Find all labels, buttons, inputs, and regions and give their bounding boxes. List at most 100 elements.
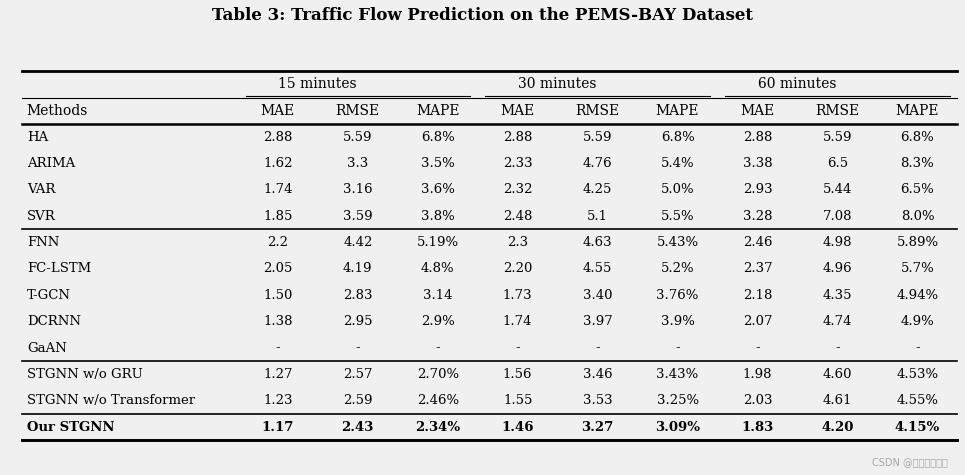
Text: 5.1: 5.1	[587, 210, 608, 223]
Text: STGNN w/o Transformer: STGNN w/o Transformer	[27, 394, 195, 407]
Text: 2.43: 2.43	[342, 420, 374, 434]
Text: RMSE: RMSE	[575, 104, 620, 118]
Text: -: -	[915, 342, 920, 354]
Text: 1.55: 1.55	[503, 394, 533, 407]
Text: -: -	[355, 342, 360, 354]
Text: 3.25%: 3.25%	[656, 394, 699, 407]
Text: FNN: FNN	[27, 236, 59, 249]
Text: 4.42: 4.42	[344, 236, 372, 249]
Text: 3.6%: 3.6%	[421, 183, 455, 196]
Text: T-GCN: T-GCN	[27, 289, 70, 302]
Text: 2.88: 2.88	[263, 131, 292, 144]
Text: 2.46%: 2.46%	[417, 394, 458, 407]
Text: 2.46: 2.46	[743, 236, 772, 249]
Text: 30 minutes: 30 minutes	[518, 77, 597, 92]
Text: 2.59: 2.59	[343, 394, 372, 407]
Text: 2.95: 2.95	[343, 315, 372, 328]
Text: 2.18: 2.18	[743, 289, 772, 302]
Text: 2.05: 2.05	[263, 263, 292, 275]
Text: 1.74: 1.74	[263, 183, 292, 196]
Text: 4.19: 4.19	[343, 263, 372, 275]
Text: 3.8%: 3.8%	[421, 210, 455, 223]
Text: 3.46: 3.46	[583, 368, 613, 381]
Text: 3.43%: 3.43%	[656, 368, 699, 381]
Text: HA: HA	[27, 131, 48, 144]
Text: 4.55: 4.55	[583, 263, 613, 275]
Text: 6.5%: 6.5%	[900, 183, 934, 196]
Text: 2.3: 2.3	[508, 236, 528, 249]
Text: 2.57: 2.57	[343, 368, 372, 381]
Text: 2.07: 2.07	[743, 315, 772, 328]
Text: 4.76: 4.76	[583, 157, 613, 170]
Text: -: -	[595, 342, 600, 354]
Text: 5.89%: 5.89%	[896, 236, 939, 249]
Text: 1.73: 1.73	[503, 289, 533, 302]
Text: 3.40: 3.40	[583, 289, 613, 302]
Text: 1.17: 1.17	[262, 420, 294, 434]
Text: 2.37: 2.37	[743, 263, 772, 275]
Text: 3.59: 3.59	[343, 210, 372, 223]
Text: 60 minutes: 60 minutes	[758, 77, 837, 92]
Text: -: -	[435, 342, 440, 354]
Text: MAPE: MAPE	[896, 104, 939, 118]
Text: 1.83: 1.83	[741, 420, 774, 434]
Text: ARIMA: ARIMA	[27, 157, 75, 170]
Text: 7.08: 7.08	[823, 210, 852, 223]
Text: 2.2: 2.2	[267, 236, 289, 249]
Text: FC-LSTM: FC-LSTM	[27, 263, 91, 275]
Text: 1.38: 1.38	[263, 315, 292, 328]
Text: 3.14: 3.14	[423, 289, 453, 302]
Text: -: -	[835, 342, 840, 354]
Text: 5.2%: 5.2%	[661, 263, 695, 275]
Text: 4.53%: 4.53%	[896, 368, 939, 381]
Text: 2.03: 2.03	[743, 394, 772, 407]
Text: 8.0%: 8.0%	[900, 210, 934, 223]
Text: 1.50: 1.50	[263, 289, 292, 302]
Text: 6.8%: 6.8%	[661, 131, 695, 144]
Text: 3.16: 3.16	[343, 183, 372, 196]
Text: 5.19%: 5.19%	[417, 236, 458, 249]
Text: 8.3%: 8.3%	[900, 157, 934, 170]
Text: 4.8%: 4.8%	[421, 263, 455, 275]
Text: Table 3: Traffic Flow Prediction on the PEMS-BAY Dataset: Table 3: Traffic Flow Prediction on the …	[212, 8, 753, 24]
Text: 1.74: 1.74	[503, 315, 533, 328]
Text: 3.38: 3.38	[743, 157, 772, 170]
Text: 3.76%: 3.76%	[656, 289, 699, 302]
Text: 5.4%: 5.4%	[661, 157, 695, 170]
Text: STGNN w/o GRU: STGNN w/o GRU	[27, 368, 143, 381]
Text: 15 minutes: 15 minutes	[279, 77, 357, 92]
Text: 4.15%: 4.15%	[895, 420, 940, 434]
Text: 4.63: 4.63	[583, 236, 613, 249]
Text: 3.9%: 3.9%	[661, 315, 695, 328]
Text: 4.61: 4.61	[823, 394, 852, 407]
Text: 4.74: 4.74	[823, 315, 852, 328]
Text: 6.8%: 6.8%	[421, 131, 455, 144]
Text: 6.8%: 6.8%	[900, 131, 934, 144]
Text: 5.0%: 5.0%	[661, 183, 695, 196]
Text: MAPE: MAPE	[656, 104, 700, 118]
Text: 5.59: 5.59	[583, 131, 613, 144]
Text: 4.35: 4.35	[823, 289, 852, 302]
Text: Methods: Methods	[27, 104, 88, 118]
Text: 1.27: 1.27	[263, 368, 292, 381]
Text: RMSE: RMSE	[815, 104, 860, 118]
Text: 1.23: 1.23	[263, 394, 292, 407]
Text: DCRNN: DCRNN	[27, 315, 81, 328]
Text: Our STGNN: Our STGNN	[27, 420, 114, 434]
Text: 6.5: 6.5	[827, 157, 848, 170]
Text: 4.94%: 4.94%	[896, 289, 939, 302]
Text: -: -	[756, 342, 759, 354]
Text: -: -	[515, 342, 520, 354]
Text: 3.97: 3.97	[583, 315, 613, 328]
Text: 5.44: 5.44	[823, 183, 852, 196]
Text: 2.83: 2.83	[343, 289, 372, 302]
Text: 1.98: 1.98	[743, 368, 772, 381]
Text: 5.59: 5.59	[823, 131, 852, 144]
Text: 4.60: 4.60	[823, 368, 852, 381]
Text: 4.98: 4.98	[823, 236, 852, 249]
Text: 2.32: 2.32	[503, 183, 533, 196]
Text: 2.33: 2.33	[503, 157, 533, 170]
Text: 5.5%: 5.5%	[661, 210, 695, 223]
Text: 2.48: 2.48	[503, 210, 533, 223]
Text: SVR: SVR	[27, 210, 56, 223]
